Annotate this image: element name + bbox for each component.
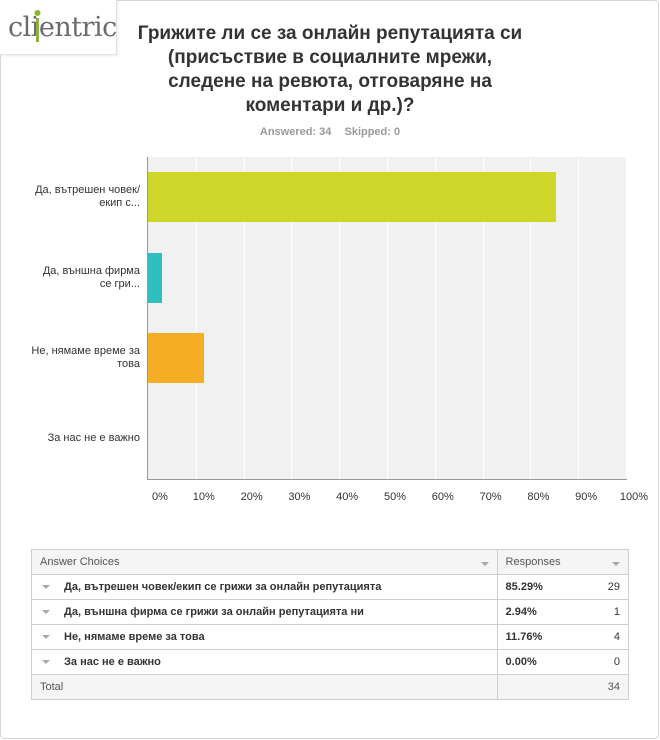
table-row: Не, нямаме време за това 11.76% 4	[31, 624, 629, 650]
logo-mark-icon	[34, 10, 41, 42]
question-title: Грижите ли се за онлайн репутацията си (…	[137, 23, 523, 116]
header-responses[interactable]: Responses	[496, 549, 630, 575]
chart-plot-area	[148, 157, 626, 479]
expand-arrow-icon[interactable]	[42, 585, 50, 590]
chart-gridline	[339, 157, 340, 479]
chart-category-label: За нас не е важно	[47, 432, 140, 445]
chart-category-label: Да, вътрешен човек/екип с...	[35, 184, 140, 210]
chart-x-tick-label: 20%	[240, 491, 263, 503]
chart-gridline	[435, 157, 436, 479]
chart-gridline	[244, 157, 245, 479]
chart-bar[interactable]	[148, 252, 163, 303]
answer-choice: Да, вътрешен човек/екип се грижи за онла…	[31, 574, 498, 600]
chart-category-label: Не, нямаме време за това	[31, 345, 140, 371]
chart-bar[interactable]	[148, 333, 205, 384]
response-percent: 11.76%	[496, 624, 569, 650]
chart-x-tick-label: 70%	[479, 491, 502, 503]
logo-text: clientric	[8, 12, 117, 43]
chart-x-axis	[147, 479, 627, 480]
table-header-row: Answer Choices Responses	[31, 549, 630, 575]
answered-count: Answered: 34	[259, 126, 332, 138]
chart-x-tick-label: 50%	[383, 491, 407, 503]
chart-gridline	[196, 157, 197, 479]
sort-arrow-icon[interactable]	[612, 562, 620, 566]
chart-x-tick-label: 100%	[619, 491, 649, 503]
chart-category-label: Да, външна фирма се гри...	[42, 264, 140, 290]
response-count: 1	[568, 599, 629, 625]
chart-gridline	[530, 157, 531, 479]
response-percent: 2.94%	[496, 599, 569, 625]
sort-arrow-icon[interactable]	[480, 562, 489, 566]
chart-gridline	[291, 157, 292, 479]
results-table: Answer Choices Responses Да, вътрешен чо…	[31, 549, 630, 700]
answer-choice: Да, външна фирма се грижи за онлайн репу…	[31, 599, 498, 625]
chart-bar[interactable]	[148, 172, 556, 223]
skipped-count: Skipped: 0	[344, 126, 401, 138]
total-count: 34	[496, 674, 630, 700]
chart-y-axis	[147, 157, 148, 480]
chart-gridline	[387, 157, 388, 479]
chart-x-tick-label: 40%	[336, 491, 359, 503]
chart-x-tick-label: 90%	[575, 491, 598, 503]
chart-x-tick-label: 80%	[527, 491, 550, 503]
chart-x-tick-label: 10%	[192, 491, 215, 503]
answer-choice: За нас не е важно	[31, 649, 498, 675]
table-row: За нас не е важно 0.00% 0	[31, 649, 629, 675]
expand-arrow-icon[interactable]	[42, 660, 50, 665]
expand-arrow-icon[interactable]	[42, 610, 50, 615]
chart-x-tick-label: 0%	[152, 491, 168, 503]
logo: clientric	[0, 0, 117, 55]
table-total-row: Total 34	[31, 674, 630, 700]
answer-choice: Не, нямаме време за това	[31, 624, 498, 650]
response-percent: 0.00%	[496, 649, 569, 675]
response-count: 29	[568, 574, 629, 600]
chart-x-tick-label: 30%	[288, 491, 311, 503]
chart-gridline	[483, 157, 484, 479]
response-count: 0	[568, 649, 629, 675]
response-count: 4	[568, 624, 629, 650]
table-row: Да, външна фирма се грижи за онлайн репу…	[31, 599, 629, 625]
table-row: Да, вътрешен човек/екип се грижи за онла…	[31, 574, 629, 600]
response-meta: Answered: 34 Skipped: 0	[0, 126, 660, 138]
chart-x-tick-label: 60%	[431, 491, 454, 503]
header-answer-choices[interactable]: Answer Choices	[31, 549, 498, 575]
chart-gridline	[578, 157, 579, 479]
total-label: Total	[31, 674, 498, 700]
response-percent: 85.29%	[496, 574, 569, 600]
expand-arrow-icon[interactable]	[42, 635, 50, 640]
